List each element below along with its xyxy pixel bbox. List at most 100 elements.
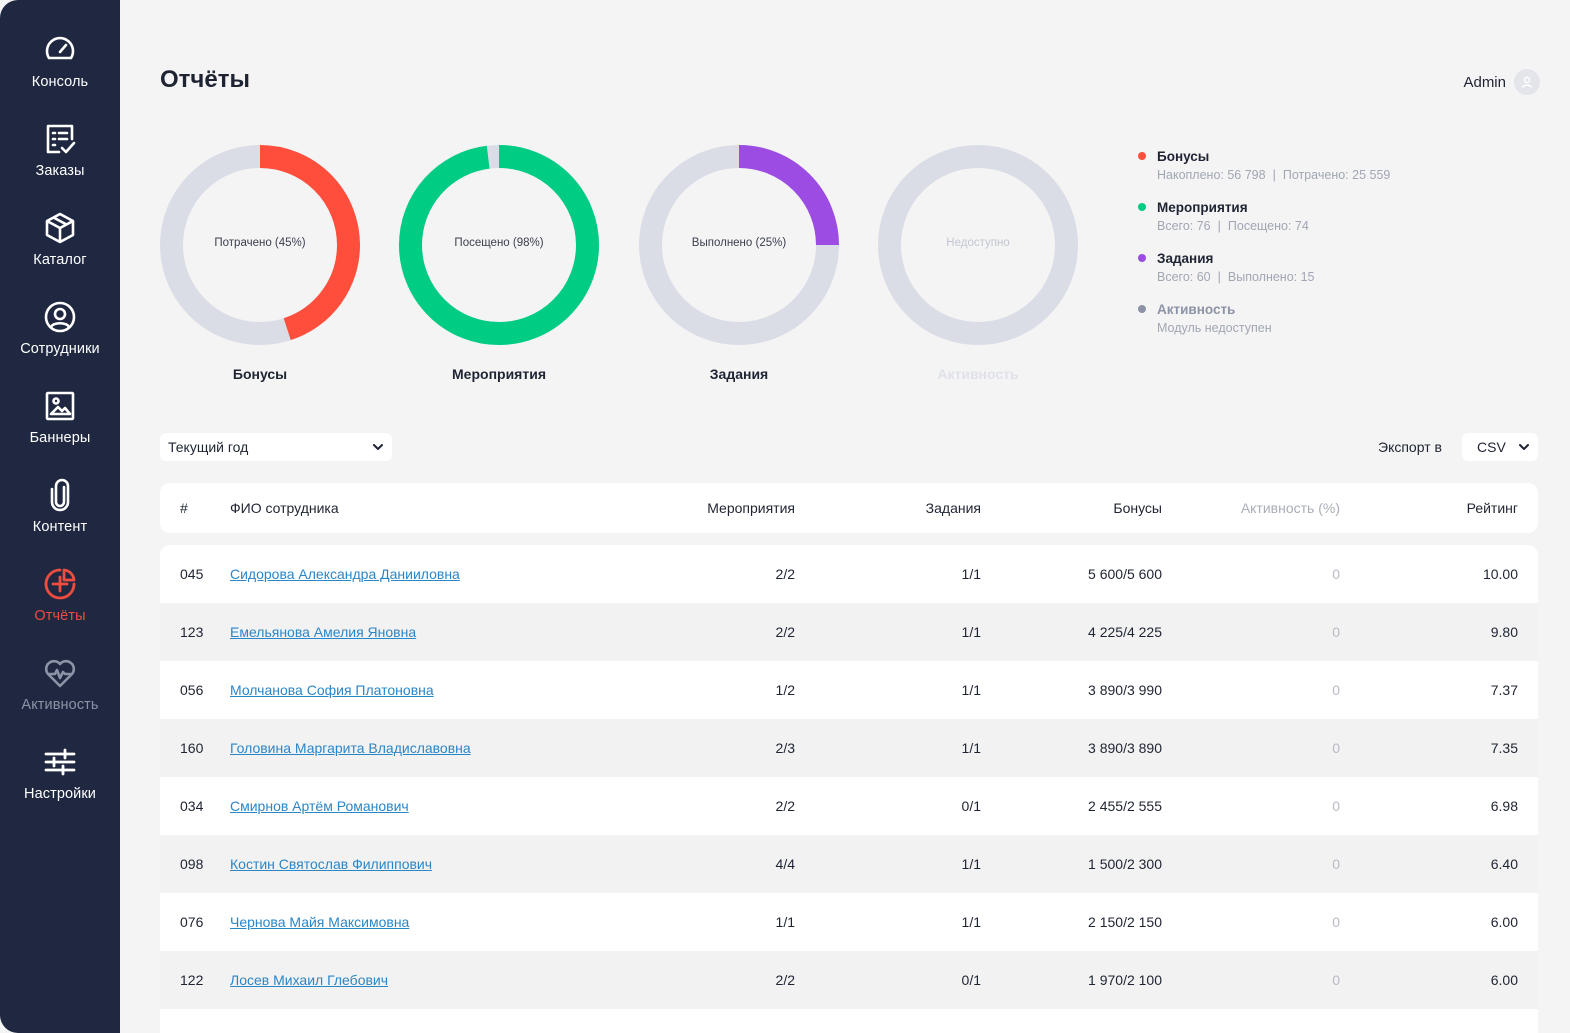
donut-center-label: Недоступно bbox=[946, 237, 1010, 249]
cell-events: 2/2 bbox=[775, 972, 795, 988]
cell-name: Головина Маргарита Владиславовна bbox=[230, 719, 471, 777]
cell-bonuses: 2 455/2 555 bbox=[1088, 798, 1162, 814]
heart-pulse-icon bbox=[42, 655, 78, 691]
donut-progress-arc bbox=[160, 145, 360, 345]
cell-name: Смирнов Артём Романович bbox=[230, 777, 409, 835]
period-select[interactable]: Текущий год bbox=[160, 433, 392, 461]
checklist-icon bbox=[42, 121, 78, 157]
cell-num: 034 bbox=[180, 798, 204, 814]
export-format-select[interactable]: CSV bbox=[1462, 433, 1538, 461]
cell-bonuses: 4 225/4 225 bbox=[1088, 624, 1162, 640]
employee-link[interactable]: Головина Маргарита Владиславовна bbox=[230, 740, 471, 756]
column-header-activity[interactable]: Активность (%) bbox=[1240, 500, 1340, 516]
legend-details: Накоплено: 56 798 | Потрачено: 25 559 bbox=[1157, 165, 1458, 185]
sidebar-item-content[interactable]: Контент bbox=[0, 477, 120, 557]
legend-details: Модуль недоступен bbox=[1157, 318, 1458, 338]
box-icon bbox=[42, 210, 78, 246]
employee-link[interactable]: Смирнов Артём Романович bbox=[230, 798, 409, 814]
column-header-events[interactable]: Мероприятия bbox=[707, 500, 795, 516]
cell-events: 2/2 bbox=[775, 566, 795, 582]
cell-events: 2/3 bbox=[775, 740, 795, 756]
cell-bonuses: 1 970/2 100 bbox=[1088, 972, 1162, 988]
legend-separator: | bbox=[1272, 168, 1276, 182]
chevron-down-icon bbox=[1519, 444, 1529, 450]
page-title: Отчёты bbox=[160, 66, 250, 93]
cell-events: 1/2 bbox=[775, 682, 795, 698]
legend-stat: Потрачено: 25 559 bbox=[1282, 168, 1391, 182]
cell-name: Емельянова Амелия Яновна bbox=[230, 603, 416, 661]
legend-name: Активность bbox=[1157, 302, 1236, 317]
user-icon bbox=[1521, 76, 1533, 88]
donut-title: Мероприятия bbox=[452, 366, 546, 382]
chevron-down-icon bbox=[373, 444, 383, 450]
pie-chart-icon bbox=[42, 566, 78, 602]
sidebar-item-settings[interactable]: Настройки bbox=[0, 744, 120, 824]
cell-activity: 0 bbox=[1332, 682, 1340, 698]
cell-bonuses: 3 890/3 990 bbox=[1088, 682, 1162, 698]
cell-num: 123 bbox=[180, 624, 204, 640]
cell-bonuses: 3 890/3 890 bbox=[1088, 740, 1162, 756]
employee-link[interactable]: Лосев Михаил Глебович bbox=[230, 972, 389, 988]
cell-tasks: 1/1 bbox=[961, 914, 981, 930]
table-row: 045 Сидорова Александра Данииловна 2/2 1… bbox=[160, 545, 1538, 603]
legend-stat: Накоплено: 56 798 bbox=[1157, 168, 1266, 182]
sidebar-item-activity[interactable]: Активность bbox=[0, 655, 120, 735]
sidebar-item-banners[interactable]: Баннеры bbox=[0, 388, 120, 468]
cell-name: Лосев Михаил Глебович bbox=[230, 951, 388, 1009]
legend-name: Мероприятия bbox=[1157, 200, 1248, 215]
sidebar-item-label: Контент bbox=[32, 519, 88, 535]
user-menu[interactable]: Admin bbox=[1463, 69, 1540, 95]
cell-rating: 6.98 bbox=[1490, 798, 1518, 814]
cell-activity: 0 bbox=[1332, 972, 1340, 988]
cell-tasks: 0/1 bbox=[961, 972, 981, 988]
donut-activity: Недоступно Активность bbox=[878, 145, 1078, 382]
sidebar-item-console[interactable]: Консоль bbox=[0, 32, 120, 112]
column-header-bonuses[interactable]: Бонусы bbox=[1113, 500, 1162, 516]
legend-item-activity: Активность Модуль недоступен bbox=[1138, 301, 1458, 338]
sidebar-item-catalog[interactable]: Каталог bbox=[0, 210, 120, 290]
sidebar-item-label: Каталог bbox=[33, 252, 87, 268]
cell-name: Сидорова Александра Данииловна bbox=[230, 545, 460, 603]
column-header-rating[interactable]: Рейтинг bbox=[1466, 500, 1518, 516]
employee-link[interactable]: Сидорова Александра Данииловна bbox=[230, 566, 460, 582]
employee-link[interactable]: Чернова Майя Максимовна bbox=[230, 914, 410, 930]
image-icon bbox=[42, 388, 78, 424]
sidebar-item-orders[interactable]: Заказы bbox=[0, 121, 120, 201]
column-header-num[interactable]: # bbox=[180, 500, 188, 516]
cell-activity: 0 bbox=[1332, 566, 1340, 582]
table-body: 045 Сидорова Александра Данииловна 2/2 1… bbox=[160, 545, 1538, 1033]
avatar[interactable] bbox=[1514, 69, 1540, 95]
cell-rating: 6.00 bbox=[1490, 972, 1518, 988]
donut-center-label: Посещено (98%) bbox=[454, 237, 544, 249]
donut-chart bbox=[878, 145, 1078, 345]
column-header-name[interactable]: ФИО сотрудника bbox=[230, 500, 339, 516]
cell-num: 076 bbox=[180, 914, 204, 930]
sidebar-item-label: Отчёты bbox=[34, 608, 86, 624]
sidebar: Консоль Заказы Каталог bbox=[0, 0, 120, 1033]
cell-bonuses: 1 500/2 300 bbox=[1088, 856, 1162, 872]
donut-bonuses: Потрачено (45%) Бонусы bbox=[160, 145, 360, 382]
export-format-value: CSV bbox=[1477, 439, 1506, 455]
sidebar-item-reports[interactable]: Отчёты bbox=[0, 566, 120, 646]
donut-chart bbox=[160, 145, 360, 345]
legend-dot bbox=[1138, 254, 1146, 262]
employee-link[interactable]: Молчанова София Платоновна bbox=[230, 682, 434, 698]
column-header-tasks[interactable]: Задания bbox=[925, 500, 981, 516]
employee-link[interactable]: Костин Святослав Филиппович bbox=[230, 856, 433, 872]
cell-name: Костин Святослав Филиппович bbox=[230, 835, 432, 893]
chart-legend: Бонусы Накоплено: 56 798 | Потрачено: 25 5… bbox=[1138, 148, 1458, 352]
employee-link[interactable]: Емельянова Амелия Яновна bbox=[230, 624, 417, 640]
donut-chart bbox=[399, 145, 599, 345]
legend-details: Всего: 60 | Выполнено: 15 bbox=[1157, 267, 1458, 287]
sidebar-item-label: Сотрудники bbox=[20, 341, 100, 357]
cell-tasks: 0/1 bbox=[961, 798, 981, 814]
sidebar-item-employees[interactable]: Сотрудники bbox=[0, 299, 120, 379]
period-select-value: Текущий год bbox=[168, 439, 249, 455]
legend-item-tasks: Задания Всего: 60 | Выполнено: 15 bbox=[1138, 250, 1458, 287]
legend-item-bonuses: Бонусы Накоплено: 56 798 | Потрачено: 25 5… bbox=[1138, 148, 1458, 185]
cell-num: 098 bbox=[180, 856, 204, 872]
legend-dot bbox=[1138, 152, 1146, 160]
donut-chart bbox=[639, 145, 839, 345]
cell-rating: 6.40 bbox=[1490, 856, 1518, 872]
cell-num: 045 bbox=[180, 566, 204, 582]
